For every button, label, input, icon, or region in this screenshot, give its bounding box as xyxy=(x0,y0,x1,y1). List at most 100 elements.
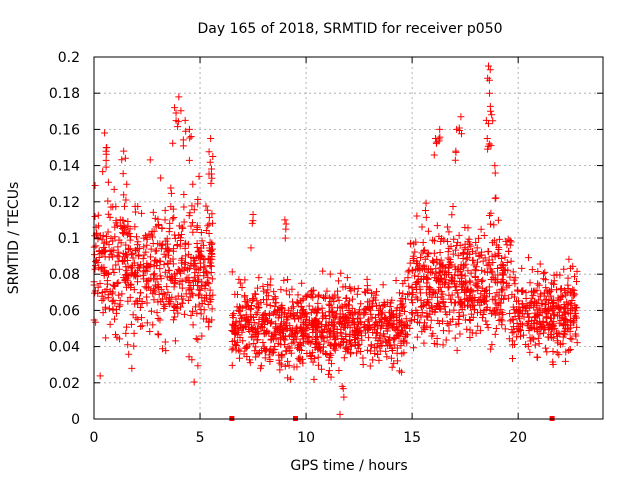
data-point xyxy=(128,364,136,372)
data-point xyxy=(110,269,118,276)
data-point xyxy=(179,136,187,144)
data-point xyxy=(352,333,360,341)
data-point xyxy=(110,246,118,254)
data-point xyxy=(252,343,260,351)
data-point xyxy=(362,305,370,313)
data-point xyxy=(205,323,213,331)
data-point xyxy=(102,163,110,171)
data-point xyxy=(568,296,576,304)
data-point xyxy=(393,349,401,357)
data-point xyxy=(321,292,329,300)
data-point xyxy=(157,174,165,182)
data-point xyxy=(208,253,216,261)
data-point xyxy=(354,285,362,293)
data-point xyxy=(123,180,131,188)
data-point xyxy=(477,290,485,298)
data-point xyxy=(171,234,179,242)
data-point xyxy=(309,329,317,337)
data-point xyxy=(118,224,126,232)
data-point xyxy=(457,113,465,121)
data-point xyxy=(550,280,558,288)
y-tick-label: 0.1 xyxy=(58,231,80,247)
data-point xyxy=(127,251,135,259)
data-point xyxy=(247,324,255,332)
data-point xyxy=(142,248,150,256)
data-point xyxy=(290,338,298,346)
data-point xyxy=(126,225,134,233)
data-point xyxy=(572,303,580,311)
data-point xyxy=(109,281,117,289)
data-point xyxy=(130,270,138,278)
data-point xyxy=(459,255,467,263)
data-point xyxy=(259,338,267,346)
data-point xyxy=(418,223,426,231)
data-point xyxy=(547,286,555,294)
data-point xyxy=(536,323,544,331)
data-point xyxy=(421,255,429,263)
data-point xyxy=(129,311,137,319)
data-point xyxy=(192,335,200,343)
data-point xyxy=(145,283,153,291)
data-point xyxy=(417,313,425,321)
data-point xyxy=(420,324,428,332)
data-point xyxy=(326,294,334,302)
data-point xyxy=(204,300,212,308)
data-point xyxy=(280,276,288,284)
data-point xyxy=(255,350,263,358)
data-point xyxy=(254,336,262,344)
data-point xyxy=(187,285,195,293)
data-point xyxy=(247,304,255,312)
data-point xyxy=(204,274,212,282)
data-point xyxy=(501,253,509,261)
data-point xyxy=(313,340,321,348)
data-point xyxy=(480,298,488,306)
data-point xyxy=(134,300,142,308)
data-point xyxy=(484,247,492,255)
data-point xyxy=(98,289,106,297)
data-point xyxy=(341,320,349,328)
data-point xyxy=(147,231,155,239)
data-point xyxy=(186,293,194,301)
data-point xyxy=(488,341,496,349)
data-point xyxy=(228,320,236,328)
data-point xyxy=(393,357,401,365)
data-point xyxy=(281,216,289,224)
data-point xyxy=(326,327,334,335)
data-point xyxy=(284,276,292,284)
data-point xyxy=(149,290,157,298)
data-point xyxy=(112,261,120,269)
data-point xyxy=(185,284,193,292)
data-point xyxy=(553,349,561,357)
data-point xyxy=(559,333,567,341)
data-point xyxy=(207,134,215,142)
data-point xyxy=(522,302,530,310)
data-point xyxy=(377,310,385,318)
y-tick-label: 0.04 xyxy=(49,340,80,356)
data-point xyxy=(555,312,563,320)
data-point xyxy=(467,303,475,311)
data-point xyxy=(235,326,243,334)
data-point xyxy=(479,257,487,265)
data-point xyxy=(206,158,214,166)
y-tick-label: 0.12 xyxy=(49,195,80,211)
data-point xyxy=(396,297,404,305)
data-point xyxy=(567,321,575,329)
data-point xyxy=(102,156,110,164)
data-point xyxy=(158,224,166,232)
data-point xyxy=(423,309,431,317)
data-point xyxy=(171,104,179,112)
data-point xyxy=(308,287,316,295)
data-point xyxy=(151,247,159,255)
data-point xyxy=(198,300,206,308)
data-point xyxy=(478,284,486,292)
data-point xyxy=(487,345,495,353)
data-point xyxy=(304,337,312,345)
data-point xyxy=(412,259,420,267)
data-point xyxy=(119,216,127,224)
data-point xyxy=(191,303,199,311)
data-point xyxy=(478,277,486,285)
data-point xyxy=(495,243,503,251)
data-point xyxy=(159,240,167,248)
data-point xyxy=(177,303,185,311)
data-point xyxy=(111,282,119,290)
